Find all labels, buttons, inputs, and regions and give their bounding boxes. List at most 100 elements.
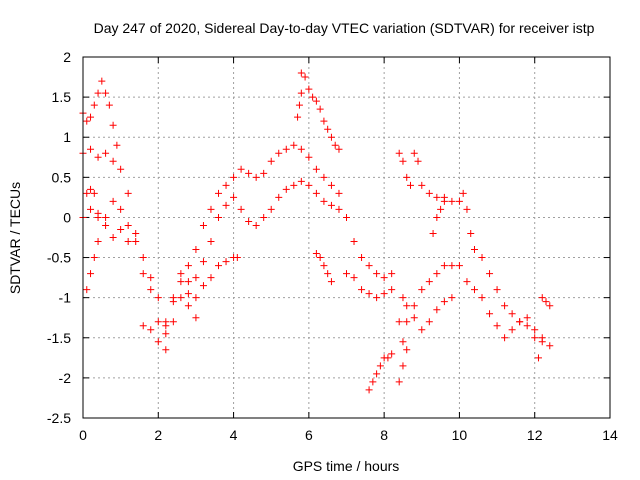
x-tick-label: 4 xyxy=(230,427,238,443)
y-tick-label: -2.5 xyxy=(47,410,71,426)
data-point xyxy=(448,294,456,302)
data-point xyxy=(215,262,223,270)
data-point xyxy=(109,234,117,241)
data-point xyxy=(109,121,117,129)
data-point xyxy=(320,197,328,205)
data-point xyxy=(147,326,155,334)
data-point xyxy=(448,262,456,270)
data-point xyxy=(222,258,230,266)
data-point xyxy=(324,270,332,278)
data-point xyxy=(384,354,392,362)
data-point xyxy=(358,254,366,262)
x-tick-label: 12 xyxy=(527,427,543,443)
data-point xyxy=(192,274,200,282)
data-point xyxy=(301,73,309,81)
data-point xyxy=(463,205,471,213)
data-point xyxy=(343,270,350,278)
data-point xyxy=(169,318,177,326)
data-point xyxy=(222,201,230,209)
data-point xyxy=(267,205,275,213)
data-point xyxy=(365,262,373,270)
data-point xyxy=(516,318,524,326)
data-point xyxy=(327,181,335,189)
data-point xyxy=(433,270,441,278)
data-point xyxy=(388,286,396,294)
data-point xyxy=(102,149,110,157)
data-point xyxy=(373,270,381,278)
data-point xyxy=(117,165,125,173)
data-point xyxy=(87,113,95,121)
x-tick-label: 6 xyxy=(305,427,313,443)
data-point xyxy=(98,77,106,85)
data-point xyxy=(139,322,147,330)
data-point xyxy=(312,165,320,173)
data-point xyxy=(365,386,373,394)
data-point xyxy=(350,238,358,246)
data-point xyxy=(395,149,403,157)
data-point xyxy=(538,294,546,302)
data-point xyxy=(90,254,98,262)
data-point xyxy=(463,278,471,286)
data-point xyxy=(388,270,396,278)
data-point xyxy=(162,330,170,338)
data-point xyxy=(215,213,223,221)
data-point xyxy=(230,173,238,181)
data-point xyxy=(312,250,320,258)
data-point xyxy=(380,274,388,282)
data-point xyxy=(418,326,426,334)
data-point xyxy=(233,254,241,262)
data-point xyxy=(523,314,531,322)
y-tick-label: 0 xyxy=(63,209,71,225)
data-point xyxy=(147,286,155,294)
data-point xyxy=(335,205,343,213)
data-point xyxy=(132,238,140,246)
axis-ticks: 0 2 4 6 8 10 12 14 -2.5 -2 -1.5 -1 -0.5 0 0.5 1 1.5 2 xyxy=(47,49,618,443)
data-point xyxy=(87,145,95,153)
data-point xyxy=(399,338,407,346)
data-point xyxy=(124,221,132,229)
data-point xyxy=(94,153,102,161)
data-point xyxy=(83,286,91,294)
data-point xyxy=(113,141,121,149)
y-tick-label: -1 xyxy=(59,290,72,306)
data-point xyxy=(440,262,448,270)
data-point xyxy=(275,193,283,201)
x-tick-label: 2 xyxy=(154,427,162,443)
data-point xyxy=(406,181,414,189)
data-point xyxy=(290,141,298,149)
data-point xyxy=(222,181,230,189)
data-point xyxy=(207,274,215,282)
series-track-h xyxy=(184,254,241,310)
data-point xyxy=(199,221,207,229)
x-tick-label: 14 xyxy=(602,427,618,443)
data-point xyxy=(162,346,170,354)
data-point xyxy=(94,213,102,221)
data-point xyxy=(295,101,303,109)
data-point xyxy=(414,157,422,165)
data-point xyxy=(478,254,486,262)
data-point xyxy=(237,205,245,213)
data-point xyxy=(335,189,343,197)
data-point xyxy=(177,278,185,286)
data-point xyxy=(403,346,411,354)
data-point xyxy=(493,322,501,330)
data-point xyxy=(177,270,185,278)
series-track-f xyxy=(139,141,343,346)
series-track-j xyxy=(294,89,305,121)
data-point xyxy=(399,157,407,165)
series-track-p xyxy=(395,262,456,346)
data-point xyxy=(184,262,192,270)
data-point xyxy=(102,221,110,229)
data-point xyxy=(508,310,516,318)
data-point xyxy=(177,294,185,302)
y-tick-label: 1 xyxy=(63,129,71,145)
data-point xyxy=(350,274,358,282)
series-track-i xyxy=(297,69,343,153)
data-point xyxy=(425,189,433,197)
x-tick-label: 10 xyxy=(452,427,468,443)
data-point xyxy=(87,205,95,213)
series-track-c xyxy=(79,197,170,354)
data-point xyxy=(90,189,98,197)
chart-title: Day 247 of 2020, Sidereal Day-to-day VTE… xyxy=(94,20,595,36)
data-point xyxy=(437,205,445,213)
